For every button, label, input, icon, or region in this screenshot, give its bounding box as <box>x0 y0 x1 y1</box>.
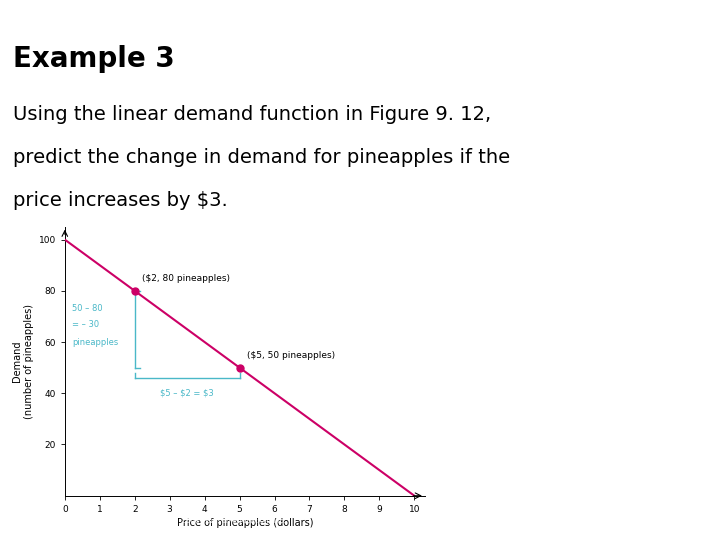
Text: predict the change in demand for pineapples if the: predict the change in demand for pineapp… <box>13 148 510 167</box>
Text: PEARSON: PEARSON <box>428 514 500 527</box>
Text: pineapples: pineapples <box>72 338 118 347</box>
Text: ($5, 50 pineapples): ($5, 50 pineapples) <box>246 351 335 360</box>
Text: = – 30: = – 30 <box>72 320 99 329</box>
Y-axis label: Demand
(number of pineapples): Demand (number of pineapples) <box>12 304 35 418</box>
Text: Chapter 9, Unit B,  Slide 7: Chapter 9, Unit B, Slide 7 <box>577 516 704 525</box>
Text: ALWAYS LEARNING   Copyright © 2015, 2011, 2008 Pearson Education, Inc.: ALWAYS LEARNING Copyright © 2015, 2011, … <box>13 517 286 524</box>
Text: price increases by $3.: price increases by $3. <box>13 191 228 210</box>
Text: ($2, 80 pineapples): ($2, 80 pineapples) <box>142 274 230 283</box>
X-axis label: Price of pineapples (dollars): Price of pineapples (dollars) <box>176 518 313 528</box>
Text: $5 – $2 = $3: $5 – $2 = $3 <box>161 389 214 398</box>
Text: Example 3: Example 3 <box>13 45 175 72</box>
Text: 50 – 80: 50 – 80 <box>72 304 102 313</box>
Text: Using the linear demand function in Figure 9. 12,: Using the linear demand function in Figu… <box>13 105 491 124</box>
